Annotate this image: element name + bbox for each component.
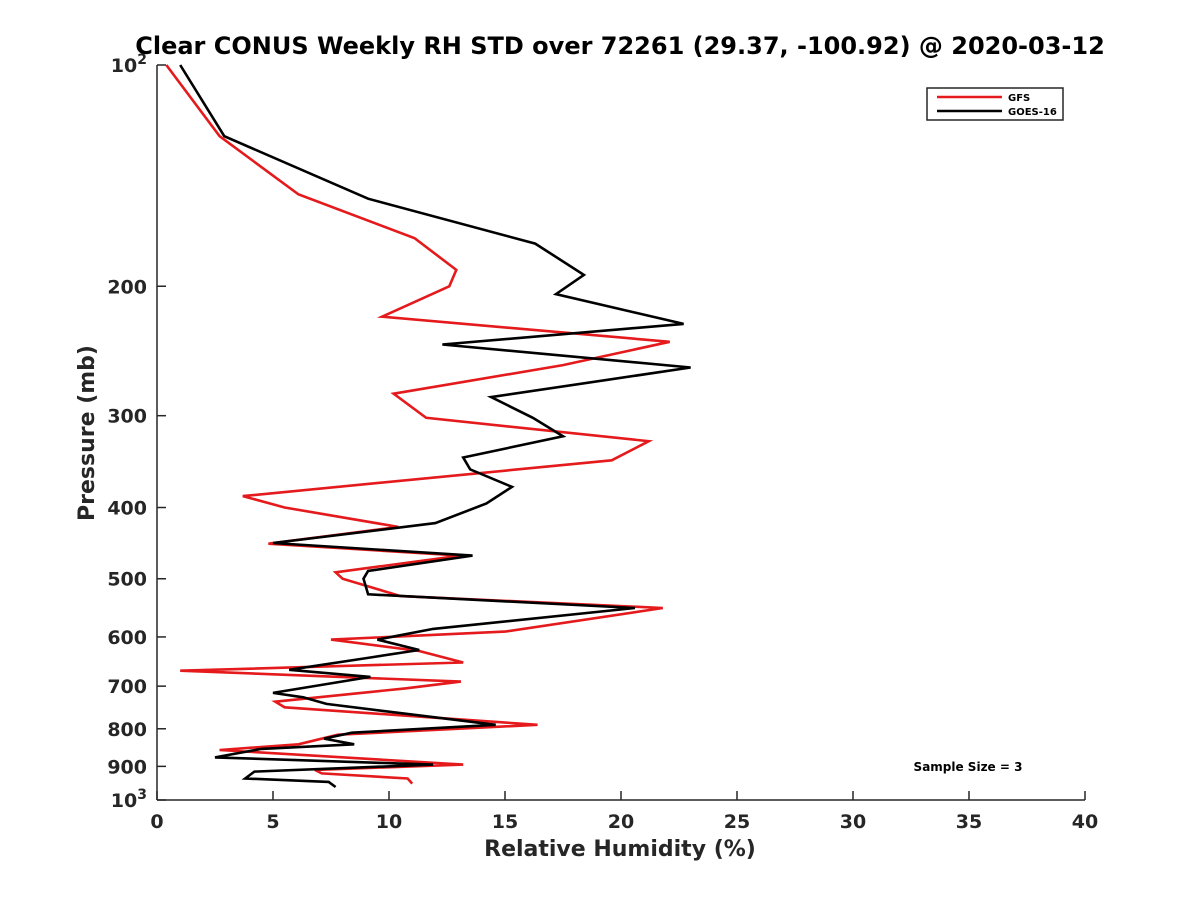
y-tick-label: 102 — [111, 52, 147, 77]
y-axis-label: Pressure (mb) — [75, 345, 100, 521]
y-tick-label: 800 — [107, 719, 147, 741]
series-layer — [165, 64, 691, 789]
x-tick-label: 30 — [840, 811, 866, 833]
x-tick-label: 35 — [956, 811, 982, 833]
y-tick-label: 600 — [107, 627, 147, 649]
x-tick-label: 25 — [724, 811, 750, 833]
y-tick-label: 200 — [107, 276, 147, 298]
x-tick-label: 15 — [492, 811, 518, 833]
series-line-gfs — [165, 64, 670, 785]
legend-label-goes-16: GOES-16 — [1008, 107, 1057, 118]
y-tick-label: 500 — [107, 569, 147, 591]
x-tick-label: 10 — [376, 811, 402, 833]
y-tick-label: 900 — [107, 756, 147, 778]
chart-title: Clear CONUS Weekly RH STD over 72261 (29… — [135, 32, 1105, 60]
x-tick-label: 40 — [1072, 811, 1098, 833]
sample-size-annotation: Sample Size = 3 — [914, 760, 1023, 774]
y-tick-label: 400 — [107, 498, 147, 520]
x-tick-label: 0 — [150, 811, 163, 833]
y-tick-label: 103 — [111, 787, 147, 812]
x-axis-label: Relative Humidity (%) — [484, 837, 756, 862]
x-tick-label: 5 — [266, 811, 279, 833]
axes: 0 5 10 15 20 25 30 35 40 102 200 300 400 500 600 700 800… — [107, 52, 1098, 833]
series-line-goes-16 — [179, 64, 691, 789]
legend: GFS GOES-16 — [926, 87, 1064, 121]
x-tick-label: 20 — [608, 811, 634, 833]
legend-box — [926, 87, 1064, 121]
legend-label-gfs: GFS — [1008, 93, 1030, 104]
y-tick-label: 700 — [107, 676, 147, 698]
y-tick-label: 300 — [107, 406, 147, 428]
